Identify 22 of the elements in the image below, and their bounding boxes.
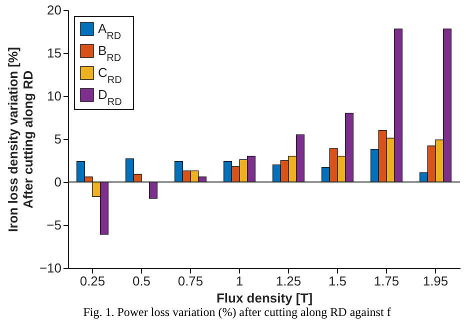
x-tick-label: 1.25 xyxy=(276,274,302,288)
x-axis-title: Flux density [T] xyxy=(216,290,313,306)
legend-label: D$_{RD}$ xyxy=(98,87,122,108)
y-tick-label: 15 xyxy=(47,46,62,60)
x-tick-label: 1.5 xyxy=(328,274,347,288)
y-tick-label: 5 xyxy=(54,132,62,146)
x-tick-label: 1 xyxy=(236,274,244,288)
y-tick-label: 10 xyxy=(47,88,62,104)
legend-label: B$_{RD}$ xyxy=(98,43,122,64)
legend-label: A$_{RD}$ xyxy=(98,21,122,42)
x-tick-label: 0.5 xyxy=(132,274,151,288)
caption: Fig. 1. Power loss variation (%) after cutting along RD against f xyxy=(83,305,391,319)
x-tick-label: 1.95 xyxy=(422,274,448,288)
y-tick-label: 20 xyxy=(47,2,62,18)
y-tick-label: −5 xyxy=(46,218,62,232)
x-tick-label: 0.75 xyxy=(178,274,204,288)
y-axis-title: Iron loss density variation [%] After cutting along RD xyxy=(5,47,36,232)
legend-label: C$_{RD}$ xyxy=(98,65,122,86)
y-tick-label: 0 xyxy=(54,174,62,190)
y-tick-label: −10 xyxy=(39,260,62,276)
x-tick-label: 0.25 xyxy=(80,274,106,288)
x-tick-label: 1.75 xyxy=(374,274,400,288)
